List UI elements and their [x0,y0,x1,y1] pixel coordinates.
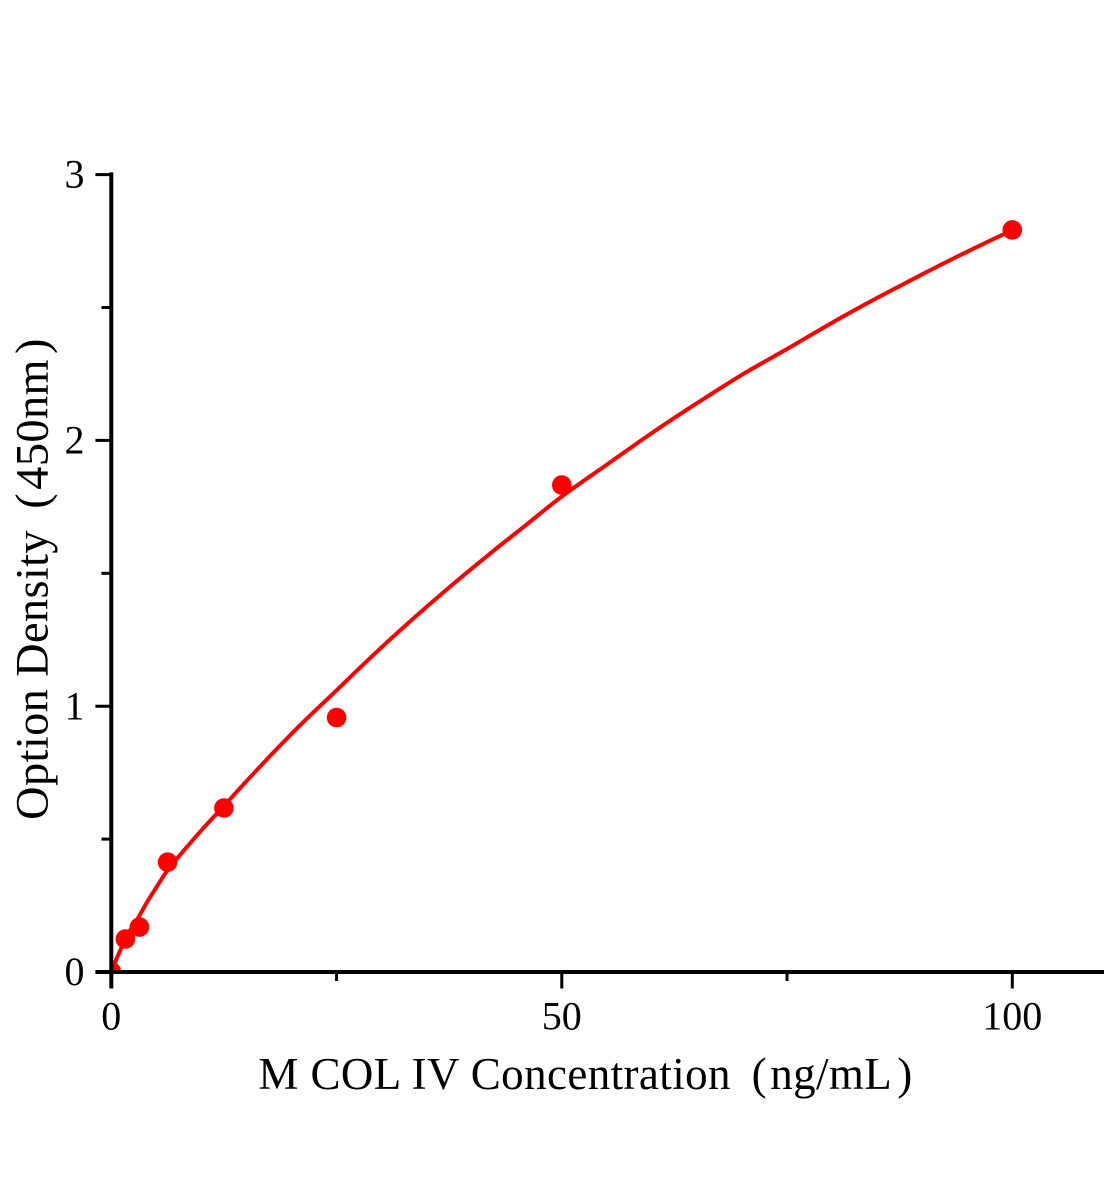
x-axis-title: M COL IV Concentration (ng/mL) [258,1049,912,1099]
data-point-marker [214,798,234,818]
y-axis-title: Option Density (450nm) [8,338,59,820]
plot-area [111,220,1023,973]
y-tick-label: 3 [65,152,85,197]
label-fragment: 450nm [8,359,59,490]
label-fragment: Option Density [8,530,59,820]
x-tick-label: 0 [101,994,121,1039]
y-tick-label: 1 [65,683,85,728]
data-point-marker [326,707,347,728]
data-point-marker [157,852,178,872]
y-tick-label: 0 [65,949,85,994]
label-fragment: ng/mL [770,1049,892,1099]
label-fragment: ( [8,493,59,509]
data-point-marker [115,929,136,949]
x-tick-label: 100 [982,994,1042,1039]
data-point-marker [1002,220,1023,240]
x-tick-label: 50 [542,994,582,1039]
label-fragment: ) [8,338,59,354]
label-fragment: ) [897,1049,912,1099]
label-fragment: ( [752,1049,767,1099]
fit-curve-line [111,228,1015,973]
label-fragment: M COL IV Concentration [258,1049,731,1099]
axes [95,172,1104,989]
data-point-marker [552,475,572,495]
y-tick-label: 2 [65,418,85,463]
data-point-marker [129,917,150,937]
